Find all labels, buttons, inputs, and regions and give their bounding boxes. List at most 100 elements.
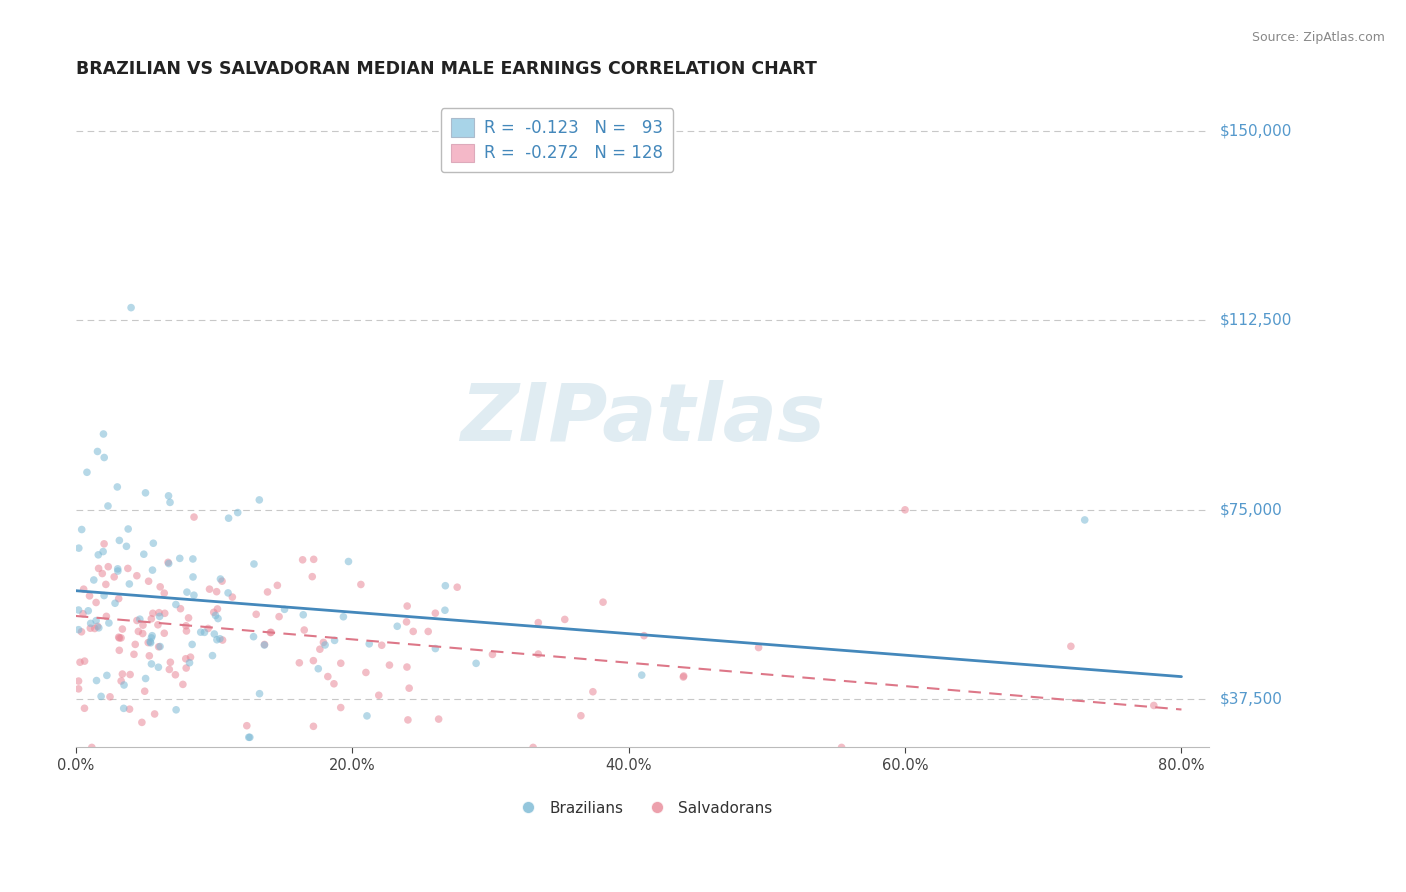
Point — [239, 731, 262, 745]
Point — [396, 599, 419, 613]
Point — [217, 586, 239, 600]
Point — [181, 637, 204, 651]
Point — [527, 647, 550, 661]
Point — [141, 563, 163, 577]
Point — [218, 511, 240, 525]
Point — [86, 673, 108, 688]
Point — [197, 622, 219, 636]
Point — [142, 607, 165, 621]
Point — [67, 541, 90, 556]
Point — [323, 633, 346, 648]
Point — [260, 625, 283, 640]
Point — [176, 585, 198, 599]
Point — [83, 573, 105, 587]
Point — [209, 572, 232, 586]
Point — [87, 621, 110, 635]
Point — [396, 713, 419, 727]
Point — [427, 712, 450, 726]
Point — [67, 674, 90, 689]
Point — [1143, 698, 1166, 713]
Point — [93, 450, 115, 465]
Point — [190, 625, 212, 640]
Point — [350, 577, 373, 591]
Point — [434, 579, 457, 593]
Point — [97, 615, 120, 630]
Point — [337, 554, 360, 568]
Point — [149, 580, 172, 594]
Point — [79, 621, 101, 635]
Point — [112, 678, 135, 692]
Point — [125, 614, 148, 628]
Point — [198, 582, 221, 596]
Point — [132, 626, 155, 640]
Point — [291, 553, 314, 567]
Point — [115, 539, 138, 553]
Point — [316, 669, 339, 683]
Point — [181, 570, 204, 584]
Text: Source: ZipAtlas.com: Source: ZipAtlas.com — [1251, 31, 1385, 45]
Point — [247, 492, 270, 507]
Point — [211, 633, 233, 648]
Point — [522, 740, 544, 755]
Point — [312, 635, 335, 649]
Point — [77, 604, 100, 618]
Point — [183, 510, 205, 524]
Point — [236, 719, 259, 733]
Point — [183, 588, 205, 602]
Point — [256, 585, 278, 599]
Point — [425, 606, 447, 620]
Point — [314, 638, 336, 652]
Point — [118, 577, 141, 591]
Point — [73, 701, 96, 715]
Text: ZIPatlas: ZIPatlas — [460, 380, 825, 458]
Point — [202, 627, 225, 641]
Point — [433, 603, 456, 617]
Point — [94, 577, 117, 591]
Point — [367, 688, 389, 702]
Point — [672, 670, 695, 684]
Point — [93, 537, 115, 551]
Point — [302, 719, 325, 733]
Point — [70, 523, 93, 537]
Text: $37,500: $37,500 — [1220, 692, 1284, 706]
Point — [332, 609, 354, 624]
Point — [124, 637, 146, 651]
Point — [107, 630, 129, 644]
Point — [118, 702, 141, 716]
Point — [107, 591, 129, 606]
Point — [96, 609, 118, 624]
Point — [165, 598, 187, 612]
Point — [205, 584, 228, 599]
Point — [398, 681, 420, 695]
Point — [141, 657, 163, 671]
Point — [292, 623, 315, 637]
Point — [157, 555, 180, 569]
Point — [569, 708, 592, 723]
Point — [554, 612, 576, 626]
Point — [226, 506, 249, 520]
Point — [582, 684, 605, 698]
Point — [172, 677, 194, 691]
Point — [135, 672, 157, 686]
Point — [630, 668, 652, 682]
Point — [211, 574, 233, 589]
Point — [87, 548, 110, 562]
Point — [132, 618, 155, 632]
Point — [527, 615, 550, 630]
Point — [97, 499, 120, 513]
Point — [356, 709, 378, 723]
Point — [481, 648, 503, 662]
Point — [142, 536, 165, 550]
Point — [148, 660, 170, 674]
Point — [446, 580, 468, 594]
Point — [302, 654, 325, 668]
Point — [125, 568, 148, 582]
Point — [153, 586, 176, 600]
Point — [302, 552, 325, 566]
Point — [143, 706, 166, 721]
Point — [179, 656, 201, 670]
Point — [70, 624, 93, 639]
Point — [465, 657, 488, 671]
Point — [267, 609, 290, 624]
Point — [301, 569, 323, 583]
